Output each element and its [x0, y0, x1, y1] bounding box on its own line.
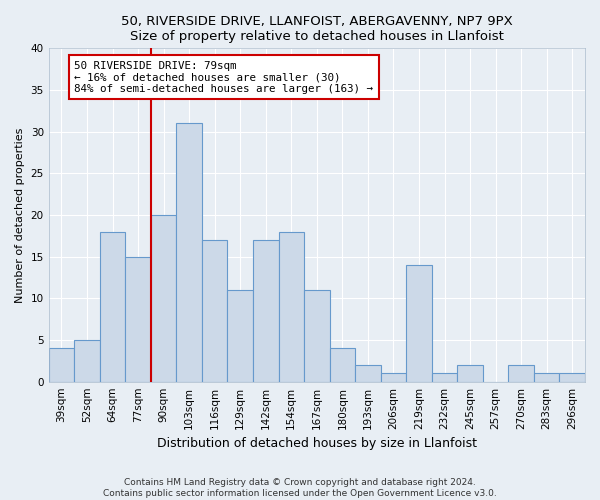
Bar: [559, 374, 585, 382]
Bar: [432, 374, 457, 382]
Bar: [355, 365, 380, 382]
Bar: [151, 215, 176, 382]
Bar: [278, 232, 304, 382]
Text: Contains HM Land Registry data © Crown copyright and database right 2024.
Contai: Contains HM Land Registry data © Crown c…: [103, 478, 497, 498]
Bar: [74, 340, 100, 382]
Bar: [227, 290, 253, 382]
Bar: [125, 256, 151, 382]
Bar: [508, 365, 534, 382]
Bar: [304, 290, 329, 382]
Bar: [457, 365, 483, 382]
Y-axis label: Number of detached properties: Number of detached properties: [15, 128, 25, 302]
Bar: [253, 240, 278, 382]
X-axis label: Distribution of detached houses by size in Llanfoist: Distribution of detached houses by size …: [157, 437, 477, 450]
Bar: [380, 374, 406, 382]
Bar: [329, 348, 355, 382]
Bar: [176, 124, 202, 382]
Bar: [100, 232, 125, 382]
Bar: [202, 240, 227, 382]
Text: 50 RIVERSIDE DRIVE: 79sqm
← 16% of detached houses are smaller (30)
84% of semi-: 50 RIVERSIDE DRIVE: 79sqm ← 16% of detac…: [74, 61, 373, 94]
Bar: [49, 348, 74, 382]
Bar: [406, 265, 432, 382]
Bar: [534, 374, 559, 382]
Title: 50, RIVERSIDE DRIVE, LLANFOIST, ABERGAVENNY, NP7 9PX
Size of property relative t: 50, RIVERSIDE DRIVE, LLANFOIST, ABERGAVE…: [121, 15, 513, 43]
